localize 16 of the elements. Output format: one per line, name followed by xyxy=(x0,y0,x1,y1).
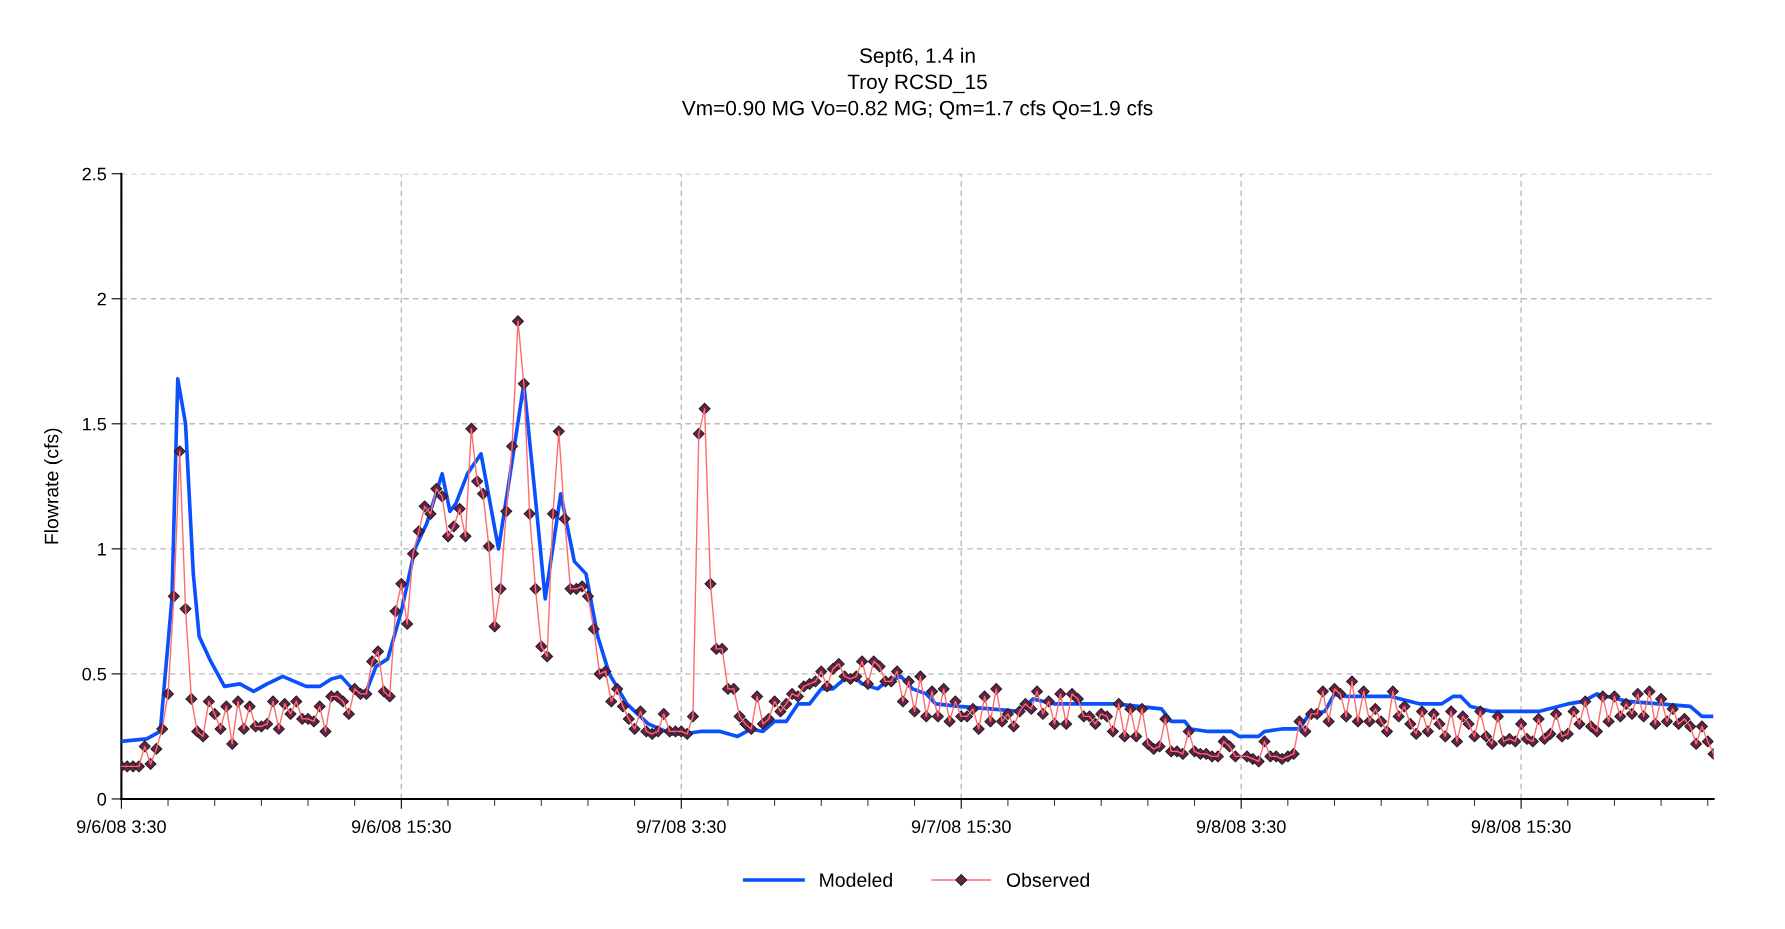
legend-label: Observed xyxy=(1006,872,1090,887)
x-tick-label: 9/6/08 3:30 xyxy=(77,819,166,834)
x-tick-label: 9/6/08 15:30 xyxy=(351,819,451,834)
y-axis-title: Flowrate (cfs) xyxy=(44,428,63,544)
x-tick-label: 9/7/08 3:30 xyxy=(636,819,726,834)
legend-label: Modeled xyxy=(820,872,892,887)
y-tick-label: 0 xyxy=(97,792,107,806)
y-tick-label: 2.5 xyxy=(82,167,107,181)
x-tick-label: 9/7/08 15:30 xyxy=(911,819,1011,834)
y-tick-label: 1.5 xyxy=(83,417,107,431)
y-tick-label: 1 xyxy=(98,542,106,556)
x-tick-label: 9/8/08 15:30 xyxy=(1471,819,1571,834)
y-tick-label: 2 xyxy=(97,292,106,306)
chart-title: Sept6, 1.4 in Troy RCSD_15 Vm=0.90 MG Vo=0.82 MG; Qm=1.7 cfs Qo=1.9 cfs xyxy=(681,47,1153,120)
x-tick-label: 9/8/08 3:30 xyxy=(1196,819,1286,834)
y-tick-label: 0.5 xyxy=(82,667,107,681)
